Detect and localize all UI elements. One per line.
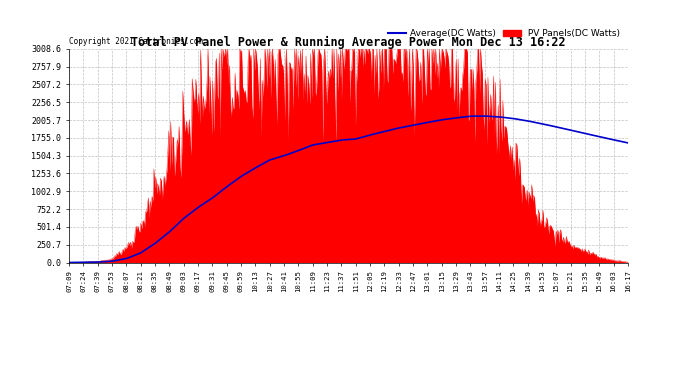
Legend: Average(DC Watts),  PV Panels(DC Watts): Average(DC Watts), PV Panels(DC Watts) xyxy=(385,26,623,42)
Text: Copyright 2021 Cartronics.com: Copyright 2021 Cartronics.com xyxy=(69,37,203,46)
Title: Total PV Panel Power & Running Average Power Mon Dec 13 16:22: Total PV Panel Power & Running Average P… xyxy=(131,36,566,49)
